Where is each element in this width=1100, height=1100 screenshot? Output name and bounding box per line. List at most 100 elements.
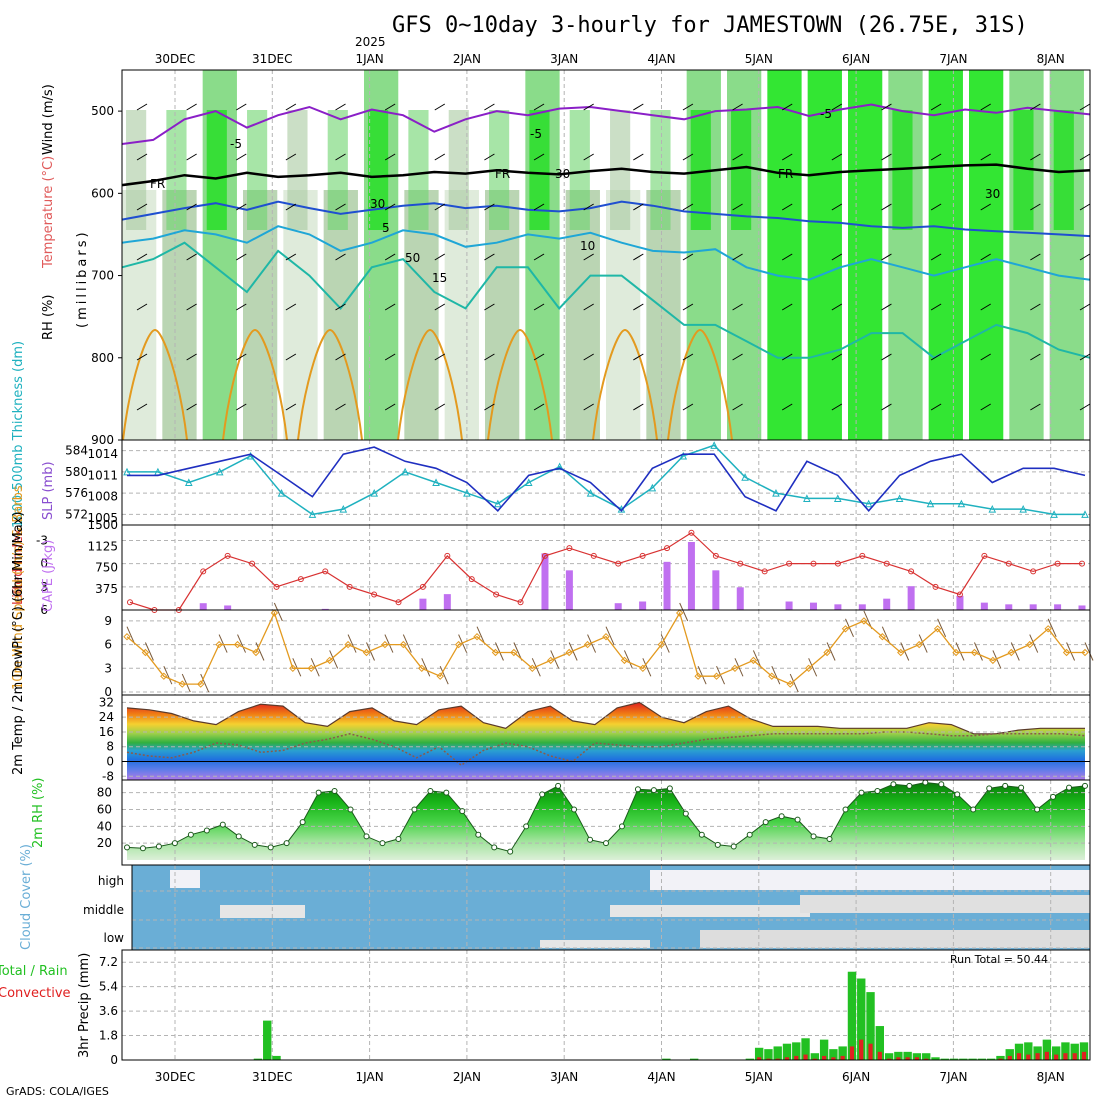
li-marker <box>566 545 573 552</box>
wind-barb <box>484 153 495 161</box>
wind-barb <box>384 203 396 211</box>
precip-conv-bar <box>1026 1054 1031 1060</box>
precip-total-bar <box>996 1055 1005 1060</box>
cape-bar <box>1029 604 1037 610</box>
li-marker <box>834 560 841 567</box>
rh-marker <box>634 786 641 793</box>
wind-barb <box>186 403 197 411</box>
rh-marker <box>778 813 785 820</box>
rh-marker <box>1082 782 1088 789</box>
wind-barb <box>1030 253 1041 261</box>
rh-shading-cell <box>1053 110 1074 230</box>
rh-marker <box>523 823 530 830</box>
cape-bar <box>907 586 915 610</box>
rh-marker <box>874 787 881 794</box>
precip-total-bar <box>754 1047 764 1060</box>
contour-label: 15 <box>432 271 447 285</box>
date-label-bottom: 7JAN <box>939 1070 967 1084</box>
isotherm-plus15 <box>121 241 1091 359</box>
wind-barb <box>697 665 707 685</box>
wind-barb <box>881 303 892 311</box>
wind-barb <box>980 153 991 161</box>
rh-shading-cell <box>485 190 520 440</box>
wind-barb <box>384 153 396 161</box>
pressure-tick-label: 700 <box>91 269 114 283</box>
wind-tick-label: 9 <box>104 614 112 628</box>
wind-barb <box>831 353 843 361</box>
wind-barb <box>1084 642 1094 661</box>
wind-speed-marker <box>510 648 518 657</box>
rh-marker <box>938 781 945 788</box>
li-marker <box>908 568 915 575</box>
li-marker <box>1030 568 1037 575</box>
rh-marker <box>970 806 977 813</box>
li-marker <box>810 560 817 567</box>
li-marker <box>981 552 988 559</box>
thickness-line <box>127 444 1085 516</box>
contour-label: -5 <box>230 137 242 151</box>
wind-barb <box>484 403 495 411</box>
temperature-label: Temperature (°C) <box>41 156 56 269</box>
wind-barb <box>732 253 743 261</box>
precip-conv-bar <box>1072 1053 1077 1060</box>
cape-bar <box>980 602 988 610</box>
pressure-tick-label: 800 <box>91 351 114 365</box>
wind-speed-marker <box>952 648 960 657</box>
wind-barb <box>1079 403 1091 411</box>
wind-speed-marker <box>399 640 408 649</box>
thickness-marker <box>1019 504 1027 513</box>
wind-barb <box>163 665 173 685</box>
wind-speed-marker <box>178 680 186 688</box>
thickness-marker <box>401 467 409 476</box>
rh-marker <box>618 823 625 830</box>
wind-barb <box>1030 353 1041 361</box>
freezing-level <box>121 163 1091 187</box>
precip-conv-bar <box>868 1043 873 1060</box>
date-label-bottom: 2JAN <box>453 1070 481 1084</box>
wind-barb <box>1079 103 1091 111</box>
rh-marker <box>283 840 290 847</box>
wind-barb <box>732 303 743 311</box>
wind-barb <box>144 642 154 661</box>
rh-marker <box>906 782 913 789</box>
rh-marker <box>555 782 562 789</box>
contour-label: 10 <box>580 239 595 253</box>
wind-speed-marker <box>602 632 610 641</box>
wind-barb <box>1029 634 1039 653</box>
rh-marker <box>203 827 210 834</box>
precip-total-bar <box>689 1058 699 1060</box>
precip-conv-bar <box>822 1055 827 1060</box>
wind-speed-marker <box>454 640 463 649</box>
thickness-marker <box>339 504 348 513</box>
cape-bar <box>321 608 329 610</box>
precip-conv-bar <box>896 1057 901 1060</box>
date-label-bottom: 8JAN <box>1037 1070 1065 1084</box>
precip-conv-bar <box>757 1057 762 1060</box>
date-label-bottom: 5JAN <box>745 1070 773 1084</box>
li-line <box>129 531 1082 611</box>
wind-barb <box>808 658 818 677</box>
precip-conv-bar <box>1081 1051 1087 1060</box>
contour-label: FR <box>150 177 165 191</box>
wind-barb <box>771 665 781 685</box>
thickness-marker <box>679 451 688 460</box>
wind-barb <box>484 253 495 261</box>
wind-barb <box>136 203 148 211</box>
wind-barb <box>682 153 694 161</box>
wind-speed-marker <box>694 672 702 680</box>
wind-barb <box>781 303 793 311</box>
temp-area <box>127 702 1085 780</box>
li-marker <box>932 583 939 590</box>
dewpoint-line <box>126 731 1086 767</box>
rh-shading-cell <box>807 70 842 440</box>
contour-label: -5 <box>530 127 542 141</box>
precip-total-bar <box>1014 1043 1024 1060</box>
wind-barb <box>633 103 644 111</box>
cape-tick-label: 1125 <box>87 539 118 553</box>
precip-tick-label: 3.6 <box>99 1004 118 1018</box>
wind-barb <box>347 634 357 653</box>
rh-marker <box>666 785 673 792</box>
cloud-level-label: low <box>104 931 125 945</box>
year-label: 2025 <box>355 35 386 49</box>
wind-barb <box>732 153 743 161</box>
